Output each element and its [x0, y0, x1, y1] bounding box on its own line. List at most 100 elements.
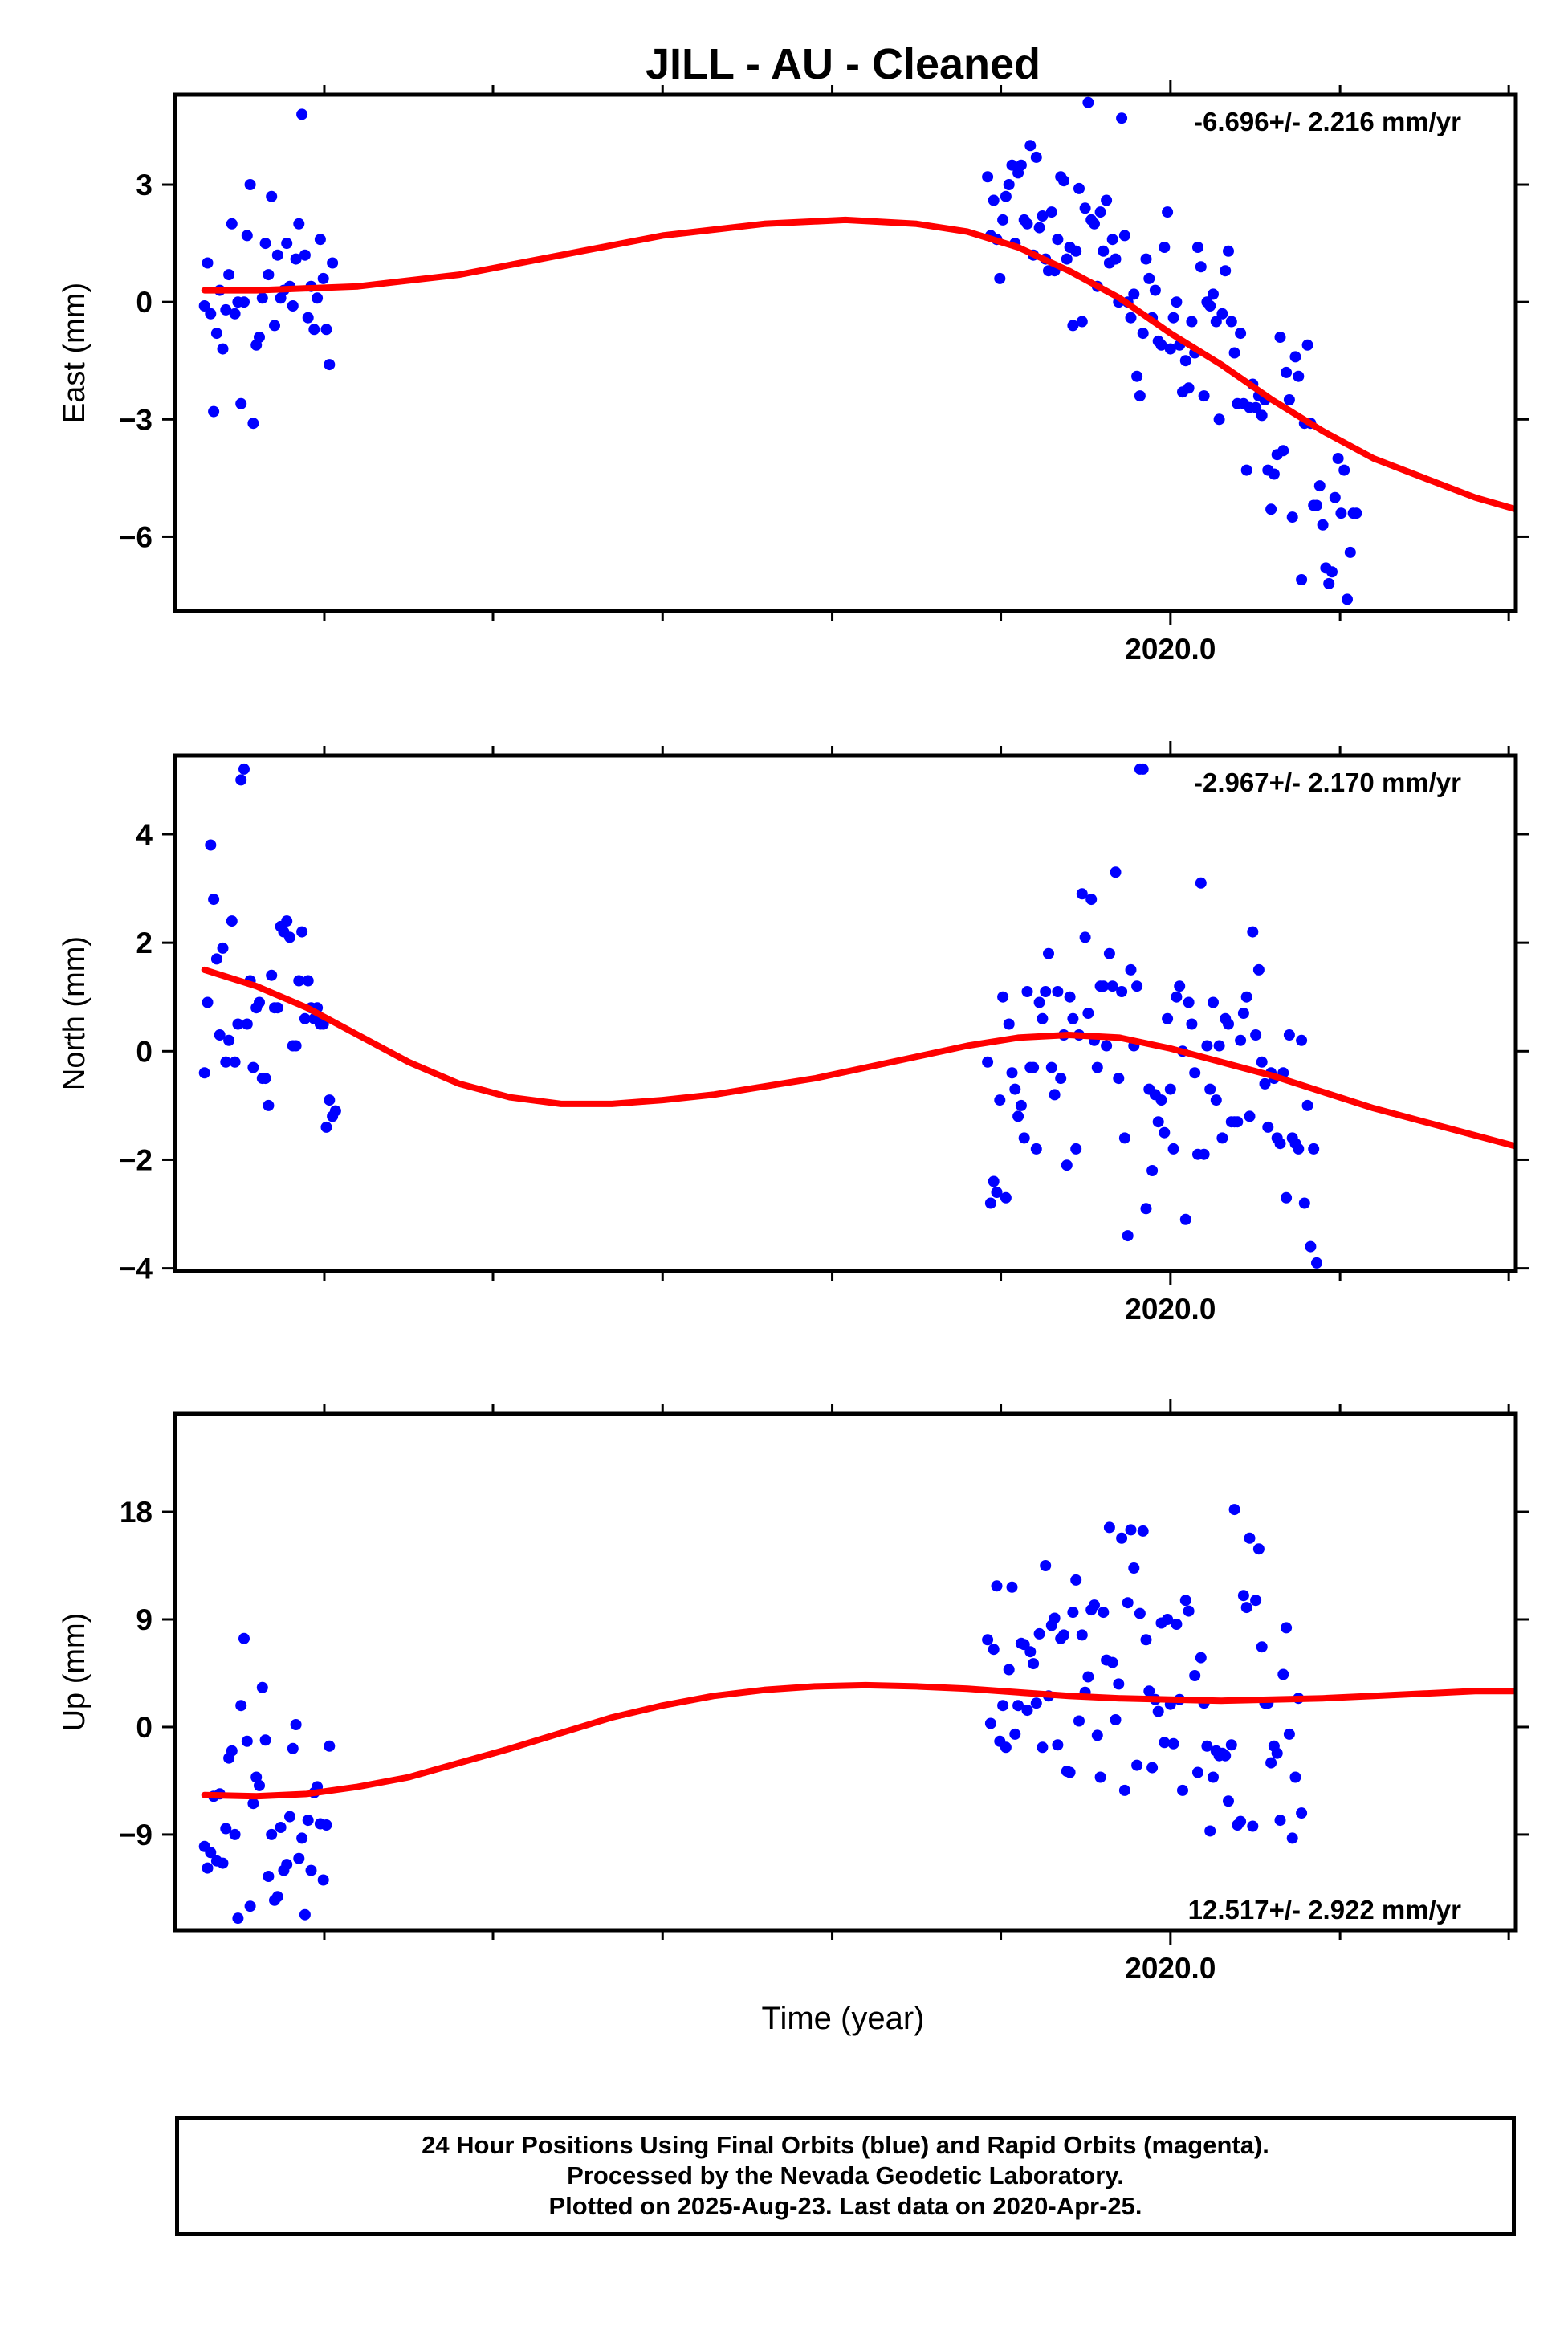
up-data-point — [1000, 1741, 1012, 1754]
east-data-point — [1024, 140, 1037, 152]
north-y-tick-label: 4 — [136, 818, 153, 851]
up-data-point — [1250, 1595, 1262, 1607]
east-data-point — [1033, 222, 1045, 234]
north-data-point — [1118, 1132, 1130, 1144]
east-data-point — [1070, 245, 1082, 257]
north-y-tick-label: 0 — [136, 1035, 153, 1068]
east-data-point — [205, 308, 217, 320]
north-data-point — [991, 1187, 1003, 1198]
north-x-tick-label: 2020.0 — [1125, 1293, 1216, 1326]
up-data-point — [324, 1740, 336, 1752]
processing-note-line-2: Processed by the Nevada Geodetic Laborat… — [567, 2161, 1124, 2189]
east-data-point — [994, 272, 1006, 284]
up-data-point — [302, 1815, 314, 1827]
up-data-point — [1204, 1825, 1216, 1837]
east-data-point — [1326, 566, 1338, 578]
up-data-point — [244, 1900, 256, 1912]
north-plot-frame — [173, 753, 1518, 1273]
north-data-point — [1012, 1110, 1024, 1122]
east-data-point — [1286, 511, 1298, 523]
north-data-point — [1232, 1116, 1244, 1128]
up-data-point — [1296, 1807, 1308, 1819]
east-data-point — [1137, 328, 1149, 340]
east-data-point — [1089, 218, 1100, 230]
north-data-point — [296, 926, 308, 938]
north-data-point — [1204, 1083, 1216, 1095]
north-data-point — [1122, 1230, 1134, 1242]
north-data-point — [1262, 1121, 1274, 1133]
up-data-point — [241, 1735, 253, 1747]
north-data-point — [1061, 1159, 1073, 1171]
north-data-point — [320, 1121, 332, 1133]
east-data-point — [1118, 230, 1130, 242]
north-data-point — [1259, 1077, 1271, 1090]
east-points — [198, 96, 1362, 605]
north-data-point — [1033, 996, 1045, 1008]
up-y-tick-label: 0 — [136, 1711, 153, 1744]
east-data-point — [1079, 202, 1091, 214]
up-data-point — [1140, 1634, 1152, 1646]
north-data-point — [1235, 1034, 1247, 1046]
north-data-point — [1252, 963, 1265, 976]
east-data-point — [1198, 390, 1210, 402]
up-data-point — [296, 1832, 308, 1844]
up-data-point — [266, 1828, 278, 1840]
up-data-point — [247, 1798, 259, 1810]
up-data-point — [1201, 1740, 1213, 1752]
east-y-axis-label: East (mm) — [58, 283, 92, 423]
east-data-point — [296, 108, 308, 120]
east-data-point — [1265, 503, 1277, 515]
east-data-point — [1274, 332, 1286, 343]
north-data-point — [1167, 1143, 1179, 1155]
east-data-point — [1082, 96, 1094, 108]
up-data-point — [1122, 1597, 1134, 1609]
north-data-point — [259, 1073, 271, 1085]
up-data-point — [1006, 1581, 1018, 1593]
east-data-point — [982, 171, 994, 183]
north-data-point — [1098, 980, 1110, 992]
east-data-point — [1293, 370, 1305, 382]
east-data-point — [202, 257, 214, 269]
north-data-point — [214, 1029, 226, 1041]
east-data-point — [1289, 351, 1301, 363]
up-data-point — [220, 1823, 232, 1835]
up-data-point — [1049, 1612, 1061, 1624]
east-data-point — [226, 218, 238, 230]
up-data-point — [1271, 1747, 1283, 1759]
up-panel: 18 9 0 −9 2020.0 Up (mm) 12.517+/- 2.922 mm/yr — [58, 1399, 1529, 1985]
up-data-point — [254, 1779, 265, 1791]
up-data-point — [1037, 1741, 1049, 1754]
north-data-point — [1195, 877, 1207, 889]
north-data-point — [1189, 1067, 1201, 1079]
up-data-point — [1189, 1670, 1201, 1681]
east-data-point — [1098, 245, 1110, 257]
up-data-point — [1082, 1671, 1094, 1683]
east-data-point — [208, 405, 220, 418]
north-data-point — [997, 991, 1009, 1003]
north-data-point — [1162, 1012, 1174, 1024]
east-data-point — [1216, 308, 1228, 320]
east-data-point — [269, 320, 280, 332]
north-data-point — [1201, 1040, 1213, 1052]
north-data-point — [208, 894, 220, 906]
east-data-point — [1037, 210, 1049, 222]
up-data-point — [293, 1852, 305, 1864]
east-data-point — [1143, 272, 1155, 284]
north-data-point — [220, 1056, 232, 1068]
east-data-point — [320, 324, 332, 336]
north-data-point — [235, 774, 247, 786]
east-data-point — [1128, 288, 1140, 300]
north-data-point — [1021, 986, 1033, 997]
east-model-curve — [201, 216, 1516, 513]
north-data-point — [1103, 947, 1115, 959]
east-data-point — [312, 292, 324, 304]
north-data-point — [1064, 991, 1076, 1003]
north-data-point — [1131, 980, 1143, 992]
north-data-point — [1030, 1143, 1042, 1155]
up-data-point — [1183, 1605, 1195, 1617]
north-data-point — [1186, 1018, 1198, 1030]
up-data-point — [984, 1717, 996, 1729]
north-data-point — [1055, 1073, 1067, 1085]
north-data-point — [299, 1012, 311, 1024]
east-data-point — [1268, 468, 1280, 480]
